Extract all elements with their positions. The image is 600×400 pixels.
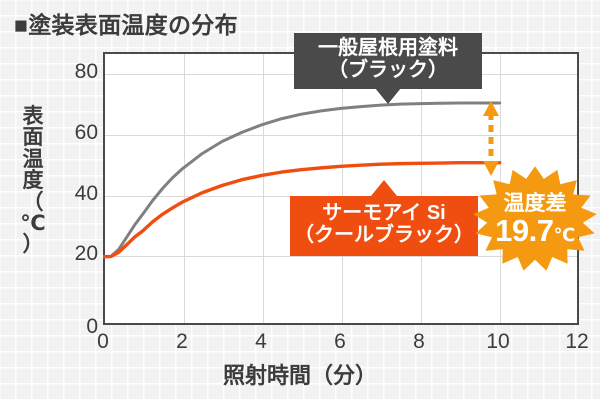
y-axis-label-char: ） — [22, 233, 44, 257]
page-title: ■塗装表面温度の分布 — [14, 12, 238, 38]
series-lines — [103, 101, 502, 259]
y-axis-ticks: 80 60 40 20 0 — [48, 52, 98, 338]
y-axis-label-char: （ — [22, 190, 44, 214]
temperature-difference-badge: 温度差 19.7℃ — [470, 166, 600, 272]
arrow-head-up-icon — [483, 101, 499, 116]
gridline-x-4 — [262, 54, 264, 323]
y-axis-label-char: 表 — [22, 105, 44, 128]
gridline-y-20 — [105, 256, 577, 258]
y-tick-0: 0 — [86, 315, 98, 338]
x-tick-6: 6 — [334, 330, 346, 353]
arrow-head-down-icon — [483, 161, 499, 176]
gridline-x-2 — [183, 54, 185, 323]
x-tick-8: 8 — [413, 330, 425, 353]
x-axis-ticks: 0 2 4 6 8 10 12 — [97, 330, 589, 358]
x-tick-4: 4 — [255, 330, 267, 353]
x-tick-0: 0 — [97, 330, 109, 353]
series-line-black-paint — [103, 101, 502, 259]
gridline-y-60 — [105, 134, 577, 136]
y-tick-20: 20 — [74, 242, 98, 266]
callout-black-line2: （ブラック） — [328, 59, 448, 82]
y-tick-60: 60 — [74, 120, 98, 144]
x-axis-label: 照射時間（分） — [222, 363, 377, 388]
gridline-x-8 — [420, 54, 422, 323]
x-tick-10: 10 — [486, 330, 510, 353]
y-axis-label-char: 温 — [22, 147, 44, 171]
y-axis-label: 表 面 温 度 （ ℃ ） — [16, 106, 50, 256]
callout-pointer-up-icon — [371, 180, 397, 196]
series-line-thermoeye — [103, 161, 502, 259]
x-tick-12: 12 — [565, 330, 589, 353]
callout-thermoeye: サーモアイ Si （クールブラック） — [290, 180, 478, 256]
y-axis-label-char: 面 — [22, 126, 44, 150]
y-tick-40: 40 — [74, 181, 98, 205]
y-axis-label-char: ℃ — [20, 212, 46, 236]
callout-black-paint: 一般屋根用塗料 （ブラック） — [294, 33, 482, 104]
gridline-x-6 — [341, 54, 343, 323]
callout-black-line1: 一般屋根用塗料 — [318, 37, 458, 59]
callout-pointer-down-icon — [375, 88, 401, 104]
y-tick-80: 80 — [74, 60, 98, 84]
x-tick-2: 2 — [176, 330, 188, 353]
y-axis-label-char: 度 — [22, 169, 44, 193]
starburst-icon — [473, 166, 597, 271]
callout-thermo-line2: （クールブラック） — [294, 224, 474, 247]
callout-thermo-line1: サーモアイ Si — [322, 202, 446, 224]
